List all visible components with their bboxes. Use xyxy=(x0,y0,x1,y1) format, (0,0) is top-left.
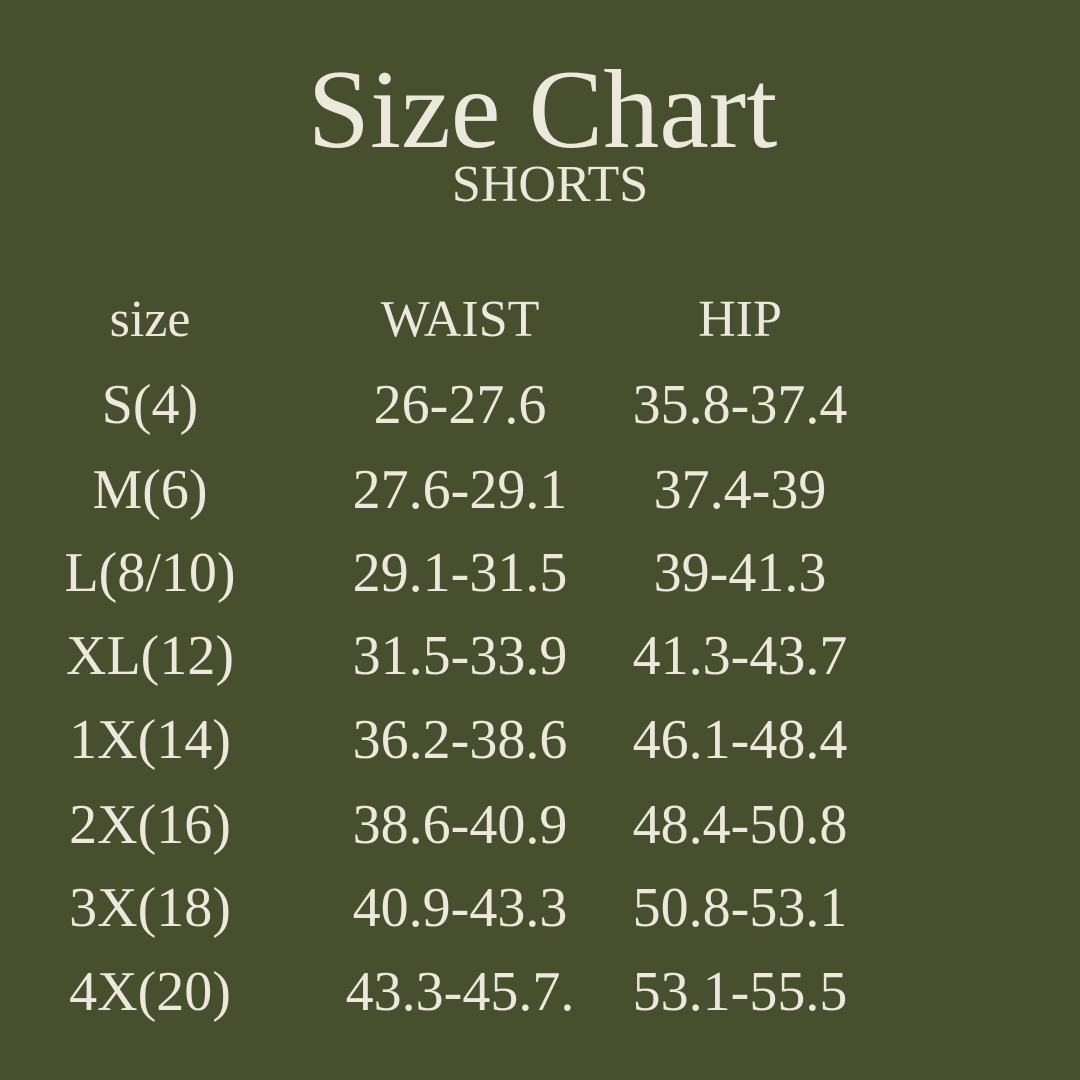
table-header: size WAIST HIP xyxy=(0,285,1080,355)
cell-hip: 50.8-53.1 xyxy=(632,877,848,939)
cell-waist: 43.3-45.7. xyxy=(345,961,575,1023)
table-row: S(4) 26-27.6 35.8-37.4 xyxy=(0,370,1080,440)
cell-hip: 35.8-37.4 xyxy=(632,374,848,436)
page-title: Size Chart xyxy=(307,48,778,172)
cell-hip: 37.4-39 xyxy=(653,459,827,521)
table-row: XL(12) 31.5-33.9 41.3-43.7 xyxy=(0,621,1080,691)
header-size: size xyxy=(109,291,191,348)
cell-waist: 40.9-43.3 xyxy=(352,877,568,939)
table-row: L(8/10) 29.1-31.5 39-41.3 xyxy=(0,538,1080,608)
header-hip: HIP xyxy=(698,291,782,348)
table-row: 3X(18) 40.9-43.3 50.8-53.1 xyxy=(0,873,1080,943)
cell-hip: 46.1-48.4 xyxy=(632,709,848,771)
cell-hip: 39-41.3 xyxy=(653,542,827,604)
cell-size: 3X(18) xyxy=(69,877,231,939)
page-subtitle: SHORTS xyxy=(451,156,649,213)
cell-size: 1X(14) xyxy=(69,709,231,771)
cell-size: L(8/10) xyxy=(64,542,236,604)
cell-waist: 36.2-38.6 xyxy=(352,709,568,771)
cell-waist: 29.1-31.5 xyxy=(352,542,568,604)
cell-size: M(6) xyxy=(92,459,208,521)
table-row: 2X(16) 38.6-40.9 48.4-50.8 xyxy=(0,790,1080,860)
cell-waist: 26-27.6 xyxy=(373,374,547,436)
cell-size: 2X(16) xyxy=(69,794,231,856)
cell-waist: 31.5-33.9 xyxy=(352,625,568,687)
cell-hip: 48.4-50.8 xyxy=(632,794,848,856)
cell-hip: 41.3-43.7 xyxy=(632,625,848,687)
cell-size: XL(12) xyxy=(66,625,234,687)
cell-size: 4X(20) xyxy=(69,961,231,1023)
table-row: M(6) 27.6-29.1 37.4-39 xyxy=(0,455,1080,525)
header-waist: WAIST xyxy=(380,291,540,348)
cell-waist: 27.6-29.1 xyxy=(352,459,568,521)
table-row: 4X(20) 43.3-45.7. 53.1-55.5 xyxy=(0,957,1080,1027)
cell-size: S(4) xyxy=(101,374,199,436)
table-row: 1X(14) 36.2-38.6 46.1-48.4 xyxy=(0,705,1080,775)
cell-waist: 38.6-40.9 xyxy=(352,794,568,856)
cell-hip: 53.1-55.5 xyxy=(632,961,848,1023)
